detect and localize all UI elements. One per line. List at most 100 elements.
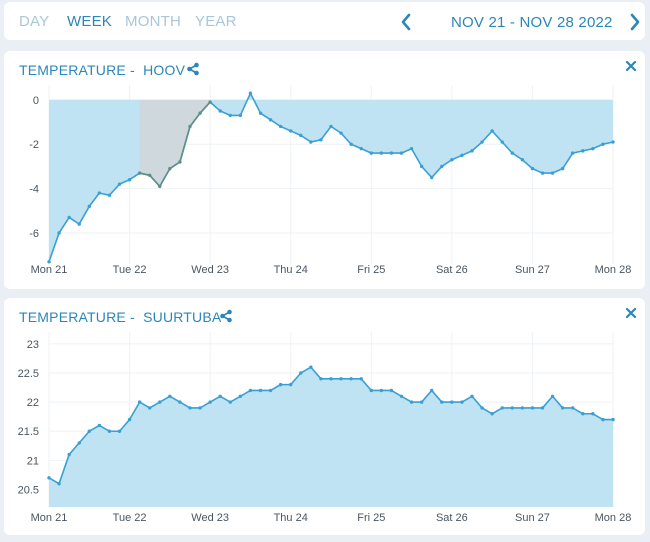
share-icon[interactable] bbox=[186, 62, 200, 81]
data-point bbox=[490, 412, 494, 416]
data-point bbox=[168, 394, 172, 398]
data-point bbox=[188, 124, 192, 129]
tab-year[interactable]: YEAR bbox=[195, 13, 237, 30]
data-point bbox=[349, 142, 353, 146]
data-point bbox=[419, 164, 424, 169]
data-point bbox=[278, 382, 283, 387]
data-point bbox=[560, 166, 565, 171]
data-point bbox=[319, 138, 323, 142]
temperature-chart-suurtuba: 23 22.5 22 21.5 21 20.5 Mon 21 Tue 22 Wed 23 Thu … bbox=[18, 332, 632, 524]
data-point bbox=[67, 452, 71, 457]
data-point bbox=[530, 166, 535, 171]
panel-title: TEMPERATURE - SUURTUBA bbox=[19, 309, 222, 325]
y-tick-label: -2 bbox=[29, 139, 39, 151]
data-point bbox=[470, 394, 474, 398]
x-tick-label: Mon 28 bbox=[595, 512, 632, 524]
data-point bbox=[248, 91, 253, 95]
data-point bbox=[57, 231, 61, 235]
data-point bbox=[611, 140, 615, 144]
temperature-chart-hoov: 0 -2 -4 -6 Mon 21 Tue 22 Wed 23 Thu 24 Fri 25 Sat… bbox=[29, 85, 631, 276]
x-tick-label: Mon 21 bbox=[31, 264, 68, 276]
data-point bbox=[87, 204, 91, 209]
data-point bbox=[440, 164, 444, 169]
chevron-right-icon[interactable] bbox=[629, 13, 641, 36]
data-point bbox=[359, 377, 363, 381]
data-point bbox=[591, 146, 595, 151]
data-point bbox=[419, 400, 424, 404]
data-point bbox=[218, 394, 222, 398]
data-point bbox=[520, 406, 525, 410]
data-point bbox=[77, 222, 81, 226]
data-point bbox=[238, 113, 243, 118]
data-point bbox=[399, 151, 404, 155]
y-tick-label: 22.5 bbox=[18, 368, 39, 380]
data-point bbox=[480, 406, 484, 410]
data-point bbox=[540, 406, 545, 410]
data-point bbox=[470, 149, 474, 153]
data-point bbox=[178, 400, 182, 404]
highlight-line bbox=[139, 101, 211, 188]
temperature-panel-hoov: TEMPERATURE - HOOV 0 -2 -4 -6 Mon 21 Tue 22 We… bbox=[4, 51, 645, 289]
data-point bbox=[510, 151, 514, 155]
data-point bbox=[309, 140, 313, 144]
data-point bbox=[490, 129, 494, 133]
tab-month[interactable]: MONTH bbox=[125, 13, 181, 30]
data-point bbox=[581, 149, 585, 153]
data-point bbox=[67, 215, 71, 220]
data-point bbox=[601, 417, 605, 422]
chevron-left-icon[interactable] bbox=[400, 13, 412, 36]
data-point bbox=[148, 173, 152, 177]
data-point bbox=[97, 423, 102, 428]
data-point bbox=[550, 394, 555, 398]
x-tick-label: Sat 26 bbox=[436, 264, 468, 276]
data-point bbox=[198, 111, 202, 115]
x-tick-label: Sat 26 bbox=[436, 512, 468, 524]
data-point bbox=[319, 377, 323, 381]
data-point bbox=[601, 142, 605, 146]
data-point bbox=[329, 124, 333, 129]
data-point bbox=[611, 417, 615, 422]
close-icon[interactable] bbox=[625, 306, 637, 324]
data-point bbox=[258, 111, 263, 115]
data-point bbox=[571, 406, 575, 410]
data-point bbox=[409, 146, 414, 151]
data-point bbox=[299, 371, 303, 375]
close-icon[interactable] bbox=[625, 59, 637, 77]
data-point bbox=[389, 388, 394, 393]
temperature-panel-suurtuba: TEMPERATURE - SUURTUBA 23 22.5 22 21.5 21 20.… bbox=[4, 298, 645, 535]
x-tick-label: Wed 23 bbox=[191, 264, 229, 276]
data-point bbox=[500, 406, 504, 410]
share-icon[interactable] bbox=[219, 309, 233, 328]
data-point bbox=[560, 406, 565, 410]
data-point bbox=[359, 146, 363, 151]
panel-title: TEMPERATURE - HOOV bbox=[19, 62, 186, 78]
y-tick-label: 20.5 bbox=[18, 485, 39, 497]
data-point bbox=[47, 260, 51, 264]
data-point bbox=[510, 406, 514, 410]
data-point bbox=[158, 184, 162, 189]
series-area bbox=[49, 367, 613, 507]
data-point bbox=[117, 429, 122, 433]
data-point bbox=[137, 400, 142, 404]
x-tick-label: Wed 23 bbox=[191, 512, 229, 524]
data-point bbox=[540, 171, 545, 175]
x-tick-label: Tue 22 bbox=[113, 264, 147, 276]
tab-day[interactable]: DAY bbox=[19, 13, 50, 30]
data-point bbox=[107, 193, 112, 197]
data-point bbox=[77, 441, 81, 445]
x-tick-label: Sun 27 bbox=[515, 264, 550, 276]
data-point bbox=[127, 178, 132, 182]
data-point bbox=[329, 377, 333, 381]
y-tick-label: -4 bbox=[29, 184, 39, 196]
data-point bbox=[550, 171, 555, 175]
data-point bbox=[87, 429, 91, 433]
tab-week[interactable]: WEEK bbox=[67, 13, 112, 30]
y-tick-label: 22 bbox=[27, 397, 39, 409]
data-point bbox=[278, 124, 283, 129]
data-point bbox=[591, 412, 595, 416]
range-toolbar: DAY WEEK MONTH YEAR NOV 21 - NOV 28 2022 bbox=[4, 2, 645, 40]
data-point bbox=[379, 151, 384, 155]
data-point bbox=[299, 133, 303, 138]
data-point bbox=[460, 153, 464, 158]
data-point bbox=[571, 151, 575, 155]
